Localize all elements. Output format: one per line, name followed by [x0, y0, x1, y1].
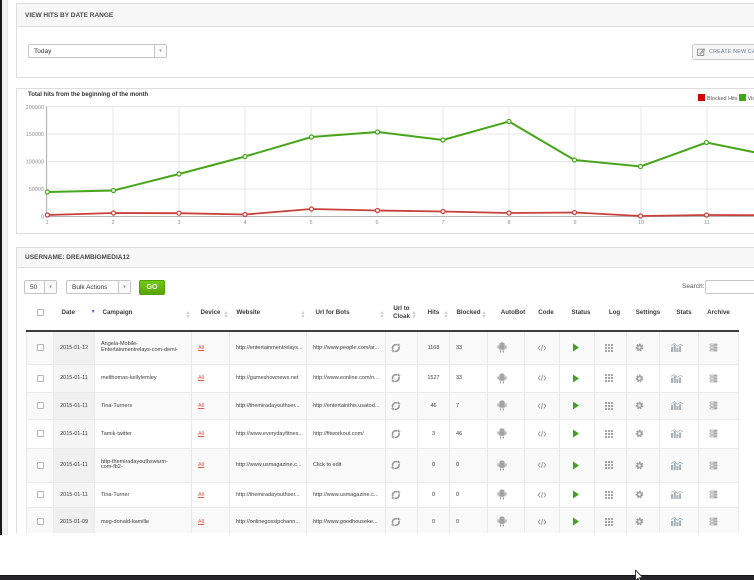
svg-text:1: 1 [45, 220, 48, 226]
svg-text:5: 5 [309, 220, 312, 226]
svg-text:2: 2 [111, 220, 114, 226]
svg-text:8: 8 [507, 220, 510, 226]
svg-text:9: 9 [573, 220, 576, 226]
svg-text:3: 3 [177, 220, 180, 226]
svg-text:4: 4 [243, 220, 246, 226]
svg-text:200000: 200000 [26, 105, 44, 111]
svg-text:11: 11 [704, 220, 710, 226]
svg-text:100000: 100000 [26, 160, 44, 166]
svg-text:0: 0 [41, 215, 44, 221]
svg-text:7: 7 [441, 220, 444, 226]
svg-text:6: 6 [375, 220, 378, 226]
svg-text:50000: 50000 [29, 187, 44, 193]
svg-text:150000: 150000 [26, 132, 44, 138]
svg-text:10: 10 [638, 220, 644, 226]
